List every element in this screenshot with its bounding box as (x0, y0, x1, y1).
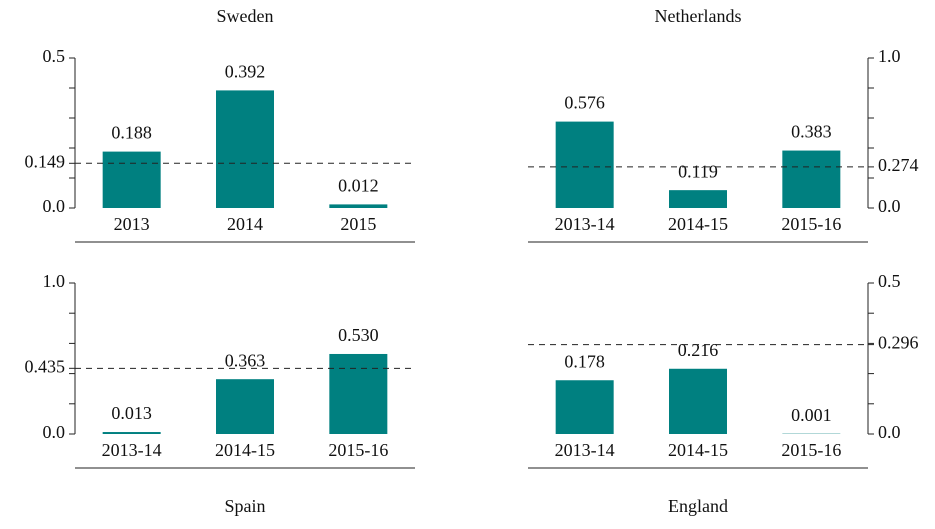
y-tick-label: 0.296 (878, 333, 919, 353)
y-tick-label: 0.274 (878, 155, 919, 175)
chart-title: Spain (224, 496, 265, 516)
x-tick-label: 2014-15 (668, 214, 728, 234)
y-tick-label: 1.0 (43, 271, 66, 291)
y-tick-label: 0.149 (25, 151, 66, 171)
value-label: 0.188 (111, 123, 152, 143)
x-tick-label: 2014-15 (215, 440, 275, 460)
x-tick-label: 2014 (227, 214, 263, 234)
bar (782, 151, 840, 208)
y-tick-label: 0.0 (878, 196, 901, 216)
y-tick-label: 0.5 (43, 46, 66, 66)
value-label: 0.012 (338, 176, 379, 196)
y-tick-label: 0.0 (878, 422, 901, 442)
value-label: 0.392 (225, 62, 266, 82)
bar (669, 369, 727, 434)
value-label: 0.013 (111, 403, 152, 423)
bar (556, 380, 614, 434)
bar (216, 90, 274, 208)
x-tick-label: 2015-16 (328, 440, 388, 460)
y-tick-label: 0.0 (43, 196, 66, 216)
x-tick-label: 2013-14 (102, 440, 162, 460)
x-tick-label: 2013-14 (555, 440, 615, 460)
bar (329, 354, 387, 434)
value-label: 0.530 (338, 325, 379, 345)
chart-title: Netherlands (655, 6, 742, 26)
y-tick-label: 1.0 (878, 46, 901, 66)
x-tick-label: 2013 (114, 214, 150, 234)
y-tick-label: 0.435 (25, 356, 66, 376)
bar (103, 152, 161, 208)
y-tick-label: 0.5 (878, 271, 901, 291)
x-tick-label: 2015 (340, 214, 376, 234)
bar (329, 204, 387, 208)
bar (103, 432, 161, 434)
x-tick-label: 2015-16 (781, 214, 841, 234)
value-label: 0.383 (791, 122, 832, 142)
x-tick-label: 2014-15 (668, 440, 728, 460)
value-label: 0.216 (678, 340, 719, 360)
value-label: 0.119 (678, 161, 718, 181)
x-tick-label: 2013-14 (555, 214, 615, 234)
value-label: 0.576 (564, 93, 605, 113)
y-tick-label: 0.0 (43, 422, 66, 442)
value-label: 0.001 (791, 405, 832, 425)
bar (669, 190, 727, 208)
chart-title: England (668, 496, 728, 516)
value-label: 0.178 (564, 351, 605, 371)
bar (556, 122, 614, 208)
chart-title: Sweden (217, 6, 274, 26)
bar (216, 379, 274, 434)
value-label: 0.363 (225, 350, 266, 370)
x-tick-label: 2015-16 (781, 440, 841, 460)
